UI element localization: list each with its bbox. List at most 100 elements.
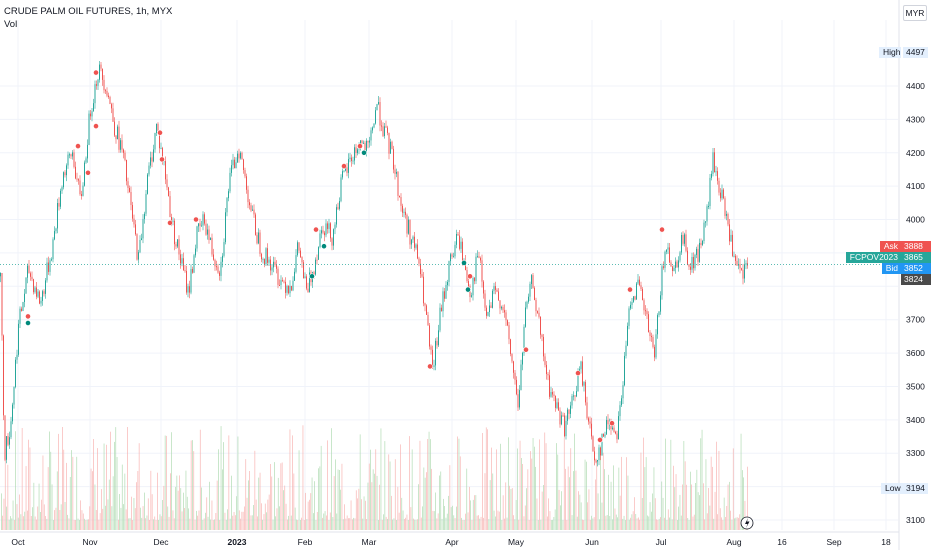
volume-bar	[588, 489, 590, 530]
candle-body	[573, 395, 574, 397]
volume-bar	[626, 457, 627, 530]
candle-body	[435, 340, 436, 366]
volume-bar	[328, 520, 330, 530]
currency-button[interactable]: MYR	[903, 5, 927, 21]
volume-bar	[115, 427, 117, 530]
volume-bar	[151, 494, 153, 530]
volume-bar	[436, 518, 438, 530]
volume-bar	[736, 517, 738, 530]
volume-bar	[116, 457, 118, 530]
volume-bar	[198, 510, 200, 530]
candle-body	[111, 104, 112, 109]
volume-bar	[727, 484, 729, 530]
volume-bar	[601, 502, 603, 530]
volume-bar	[133, 498, 135, 530]
candle-body	[526, 301, 528, 308]
volume-bar	[739, 514, 741, 530]
volume-bar	[127, 427, 128, 530]
volume-bar	[658, 518, 660, 530]
volume-bar	[647, 515, 648, 530]
volume-bar	[511, 488, 513, 530]
volume-bar	[196, 510, 197, 530]
volume-bar	[439, 475, 440, 530]
volume-bar	[627, 475, 629, 530]
candle-body	[21, 308, 22, 311]
volume-bar	[224, 512, 226, 530]
volume-bar	[744, 500, 746, 530]
volume-bar	[631, 514, 633, 530]
volume-bar	[281, 462, 283, 530]
volume-bar	[407, 520, 409, 530]
candle-body	[300, 250, 301, 257]
volume-bar	[292, 435, 293, 530]
candle-body	[112, 108, 114, 122]
candle-body	[544, 356, 546, 365]
volume-bar	[471, 519, 473, 530]
volume-bar	[394, 459, 396, 530]
volume-bar	[147, 498, 149, 530]
time-tick-label: 18	[881, 537, 891, 547]
sell-signal-dot	[609, 420, 615, 427]
volume-bar	[700, 438, 702, 530]
candle-body	[529, 283, 531, 297]
volume-bar	[409, 436, 410, 530]
candle-body	[699, 242, 700, 262]
candle-body	[625, 345, 627, 356]
volume-bar	[270, 464, 271, 530]
volume-bar	[320, 445, 322, 530]
volume-bar	[160, 516, 162, 530]
candle-body	[391, 141, 393, 149]
volume-bar	[504, 518, 505, 530]
candle-body	[129, 188, 130, 192]
candle-body	[681, 235, 682, 253]
volume-bar	[614, 508, 616, 530]
volume-bar	[609, 516, 611, 530]
volume-bar	[236, 496, 237, 530]
volume-bar	[693, 514, 695, 530]
volume-bar	[171, 432, 172, 530]
candle-body	[549, 375, 550, 397]
volume-bar	[713, 518, 715, 530]
candle-body	[216, 266, 217, 268]
time-tick-label: May	[508, 537, 525, 547]
volume-bar	[327, 440, 328, 530]
volume-bar	[521, 458, 522, 530]
volume-bar	[418, 484, 419, 530]
volume-bar	[319, 466, 321, 530]
candle-body	[595, 460, 597, 462]
volume-bar	[231, 475, 232, 530]
candle-body	[423, 276, 424, 304]
volume-bar	[183, 492, 184, 530]
candle-body	[253, 209, 255, 215]
volume-bar	[636, 518, 638, 530]
volume-bar	[541, 491, 543, 530]
volume-bar	[311, 477, 313, 530]
volume-bar	[237, 436, 239, 530]
candle-body	[33, 279, 34, 293]
candle-body	[342, 171, 343, 178]
volume-bar	[384, 441, 386, 530]
volume-bar	[266, 512, 267, 530]
volume-bar	[701, 429, 703, 530]
candle-body	[447, 282, 448, 286]
candle-body	[673, 267, 675, 271]
candle-body	[424, 303, 426, 306]
candle-body	[346, 167, 348, 173]
candle-body	[553, 394, 555, 396]
volume-bar	[654, 498, 656, 530]
volume-bar	[86, 519, 88, 530]
candle-body	[628, 308, 630, 326]
volume-bar	[118, 519, 119, 530]
candle-body	[55, 228, 57, 232]
time-tick-label: Oct	[11, 537, 25, 547]
volume-bar	[296, 519, 297, 530]
candle-body	[208, 229, 210, 240]
volume-bar	[743, 477, 744, 530]
buy-signal-dot	[465, 286, 471, 293]
volume-bar	[24, 511, 26, 530]
candle-body	[282, 280, 283, 282]
volume-bar	[277, 477, 279, 530]
lightning-icon[interactable]	[740, 516, 754, 530]
